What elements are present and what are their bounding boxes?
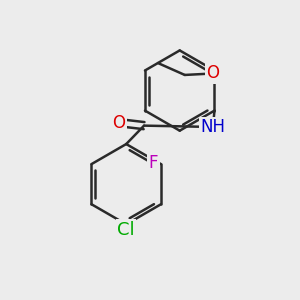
Text: NH: NH — [200, 118, 226, 136]
Text: Cl: Cl — [117, 221, 135, 239]
Text: O: O — [206, 64, 220, 82]
Text: F: F — [149, 154, 158, 172]
Text: O: O — [112, 114, 125, 132]
